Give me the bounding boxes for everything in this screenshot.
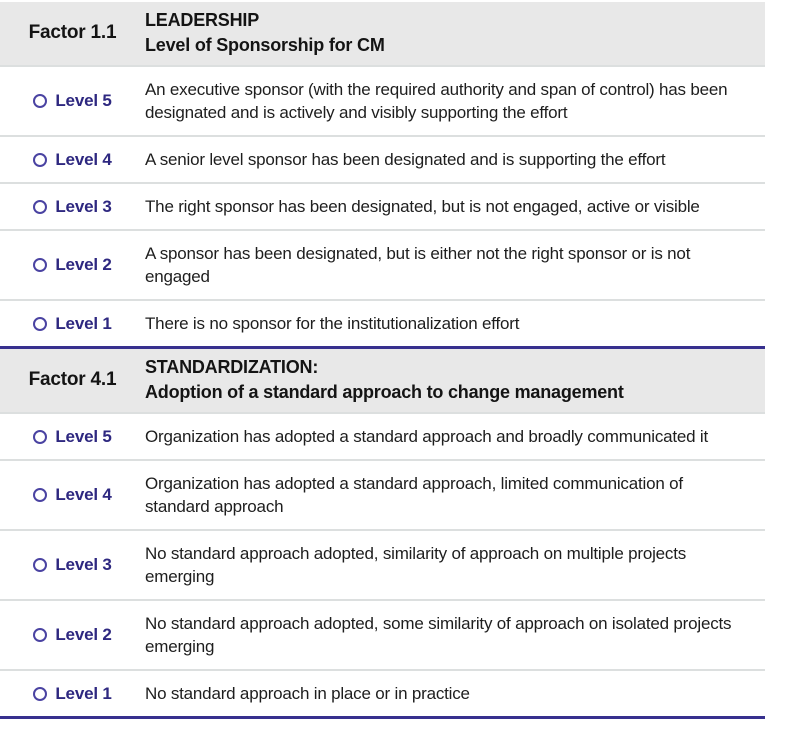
level-description: There is no sponsor for the institutiona… bbox=[145, 314, 520, 333]
factor-number: Factor 4.1 bbox=[28, 369, 117, 390]
radio-unselected-icon[interactable] bbox=[33, 258, 48, 272]
factor-section-1-1: Factor 1.1 LEADERSHIP Level of Sponsorsh… bbox=[0, 2, 765, 349]
factor-4-1-level-3-option[interactable]: Level 3 bbox=[0, 542, 145, 588]
factor-subtitle: Adoption of a standard approach to chang… bbox=[145, 382, 624, 402]
factor-4-1-level-1-option[interactable]: Level 1 bbox=[0, 682, 145, 705]
factor-number: Factor 1.1 bbox=[28, 22, 117, 43]
level-label: Level 3 bbox=[55, 555, 112, 574]
factor-1-1-level-2-option[interactable]: Level 2 bbox=[0, 242, 145, 288]
radio-unselected-icon[interactable] bbox=[33, 152, 48, 167]
level-description: No standard approach in place or in prac… bbox=[145, 684, 470, 703]
factor-category: LEADERSHIP bbox=[145, 10, 260, 30]
level-row: Level 3 No standard approach adopted, si… bbox=[0, 529, 765, 599]
level-label: Level 3 bbox=[55, 196, 112, 216]
factor-1-1-level-3-option[interactable]: Level 3 bbox=[0, 195, 145, 218]
level-label: Level 5 bbox=[55, 91, 112, 110]
level-label: Level 5 bbox=[55, 426, 112, 446]
level-label: Level 1 bbox=[55, 313, 112, 333]
level-row: Level 3 The right sponsor has been desig… bbox=[0, 182, 765, 229]
radio-unselected-icon[interactable] bbox=[33, 558, 48, 572]
level-row: Level 4 A senior level sponsor has been … bbox=[0, 135, 765, 182]
radio-unselected-icon[interactable] bbox=[33, 199, 48, 214]
factor-1-1-header: Factor 1.1 LEADERSHIP Level of Sponsorsh… bbox=[0, 2, 765, 65]
level-description: No standard approach adopted, some simil… bbox=[145, 614, 732, 656]
level-row: Level 5 An executive sponsor (with the r… bbox=[0, 65, 765, 135]
level-description: The right sponsor has been designated, b… bbox=[145, 197, 700, 216]
level-label: Level 4 bbox=[55, 485, 112, 504]
radio-unselected-icon[interactable] bbox=[33, 488, 48, 502]
radio-unselected-icon[interactable] bbox=[33, 429, 48, 444]
level-row: Level 5 Organization has adopted a stand… bbox=[0, 412, 765, 459]
level-description: A sponsor has been designated, but is ei… bbox=[145, 244, 691, 286]
factor-1-1-level-5-option[interactable]: Level 5 bbox=[0, 78, 145, 124]
radio-unselected-icon[interactable] bbox=[33, 686, 48, 701]
level-row: Level 1 There is no sponsor for the inst… bbox=[0, 299, 765, 346]
level-label: Level 1 bbox=[55, 683, 112, 703]
radio-unselected-icon[interactable] bbox=[33, 316, 48, 331]
factor-subtitle: Level of Sponsorship for CM bbox=[145, 35, 385, 55]
level-description: A senior level sponsor has been designat… bbox=[145, 150, 666, 169]
factor-category: STANDARDIZATION: bbox=[145, 357, 319, 377]
level-row: Level 4 Organization has adopted a stand… bbox=[0, 459, 765, 529]
level-label: Level 2 bbox=[55, 255, 112, 274]
level-row: Level 2 No standard approach adopted, so… bbox=[0, 599, 765, 669]
factor-section-4-1: Factor 4.1 STANDARDIZATION: Adoption of … bbox=[0, 349, 765, 719]
factor-4-1-level-2-option[interactable]: Level 2 bbox=[0, 612, 145, 658]
level-description: Organization has adopted a standard appr… bbox=[145, 427, 709, 446]
factor-1-1-level-4-option[interactable]: Level 4 bbox=[0, 148, 145, 171]
level-description: An executive sponsor (with the required … bbox=[145, 80, 728, 122]
factor-1-1-level-1-option[interactable]: Level 1 bbox=[0, 312, 145, 335]
level-label: Level 2 bbox=[55, 625, 112, 644]
level-row: Level 1 No standard approach in place or… bbox=[0, 669, 765, 716]
level-description: Organization has adopted a standard appr… bbox=[145, 474, 683, 516]
radio-unselected-icon[interactable] bbox=[33, 94, 48, 108]
level-description: No standard approach adopted, similarity… bbox=[145, 544, 687, 586]
level-label: Level 4 bbox=[55, 149, 112, 169]
factor-4-1-level-4-option[interactable]: Level 4 bbox=[0, 472, 145, 518]
maturity-assessment-table: Factor 1.1 LEADERSHIP Level of Sponsorsh… bbox=[0, 2, 765, 719]
factor-4-1-level-5-option[interactable]: Level 5 bbox=[0, 425, 145, 448]
radio-unselected-icon[interactable] bbox=[33, 628, 48, 642]
factor-4-1-header: Factor 4.1 STANDARDIZATION: Adoption of … bbox=[0, 349, 765, 412]
level-row: Level 2 A sponsor has been designated, b… bbox=[0, 229, 765, 299]
